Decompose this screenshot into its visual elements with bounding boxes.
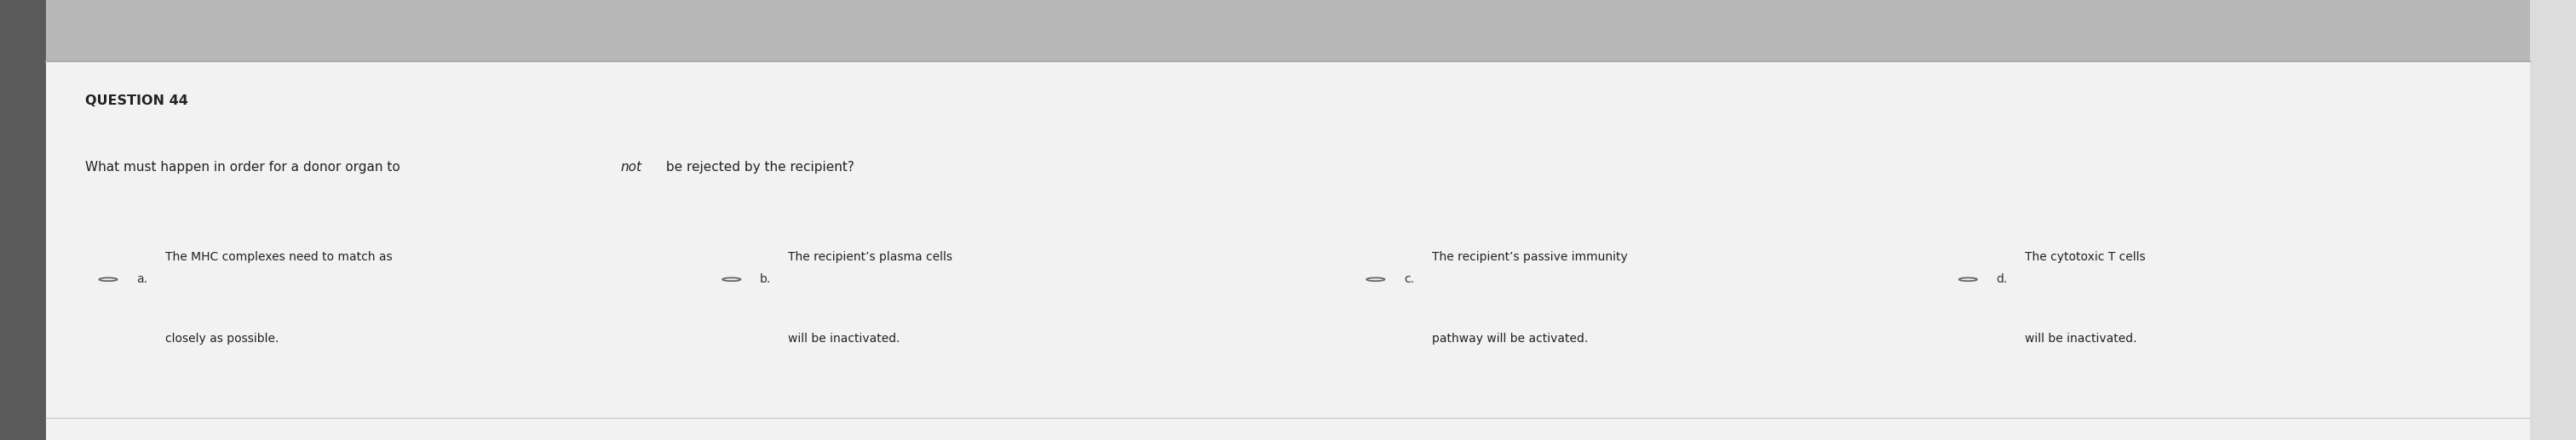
- Text: not: not: [621, 161, 641, 174]
- Text: be rejected by the recipient?: be rejected by the recipient?: [662, 161, 855, 174]
- Text: The MHC complexes need to match as: The MHC complexes need to match as: [165, 251, 392, 264]
- Text: The cytotoxic T cells: The cytotoxic T cells: [2025, 251, 2146, 264]
- Text: a.: a.: [137, 273, 147, 286]
- Text: will be inactivated.: will be inactivated.: [2025, 333, 2136, 345]
- FancyBboxPatch shape: [46, 0, 2530, 62]
- Text: The recipient’s plasma cells: The recipient’s plasma cells: [788, 251, 953, 264]
- FancyBboxPatch shape: [46, 0, 2530, 440]
- Text: b.: b.: [760, 273, 770, 286]
- Text: pathway will be activated.: pathway will be activated.: [1432, 333, 1589, 345]
- Text: d.: d.: [1996, 273, 2007, 286]
- FancyBboxPatch shape: [0, 0, 46, 440]
- Text: What must happen in order for a donor organ to: What must happen in order for a donor or…: [85, 161, 404, 174]
- Text: The recipient’s passive immunity: The recipient’s passive immunity: [1432, 251, 1628, 264]
- Text: will be inactivated.: will be inactivated.: [788, 333, 899, 345]
- Text: c.: c.: [1404, 273, 1414, 286]
- FancyBboxPatch shape: [2530, 0, 2576, 440]
- Text: closely as possible.: closely as possible.: [165, 333, 278, 345]
- Text: QUESTION 44: QUESTION 44: [85, 95, 188, 108]
